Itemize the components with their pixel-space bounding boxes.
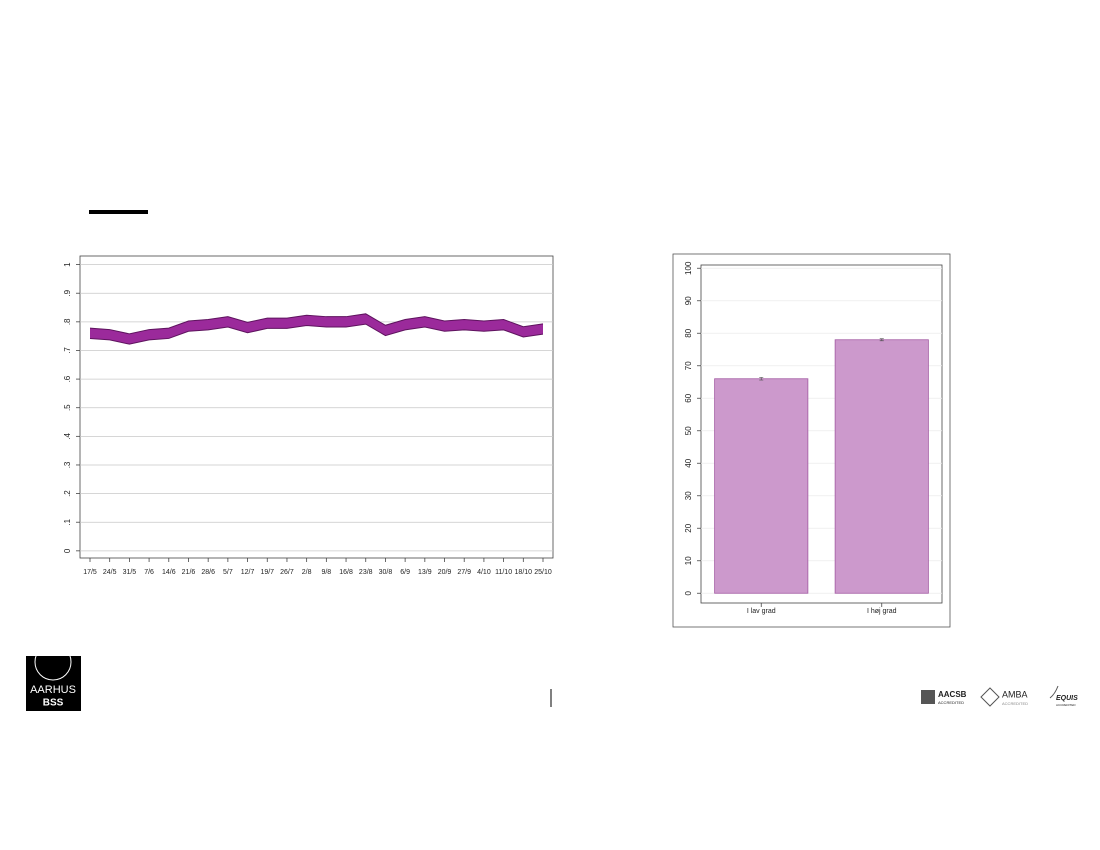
y-tick-label: 100 [684, 261, 693, 275]
x-tick-label: 14/6 [162, 569, 176, 576]
x-tick-label: 28/6 [201, 569, 215, 576]
title-accent [89, 210, 148, 214]
y-tick-label: 60 [684, 393, 693, 402]
accreditation-name: EQUIS [1056, 695, 1078, 702]
logo-name: AARHUS [30, 684, 76, 696]
bar [714, 378, 809, 594]
x-tick-label: 25/10 [534, 569, 552, 576]
y-tick-label: .3 [63, 461, 72, 468]
x-tick-label: I lav grad [747, 608, 776, 615]
x-tick-label: 26/7 [280, 569, 294, 576]
x-tick-label: 9/8 [321, 569, 331, 576]
y-tick-label: .9 [63, 289, 72, 296]
equis-icon [1049, 685, 1059, 699]
x-tick-label: 27/9 [457, 569, 471, 576]
confidence-band [90, 313, 543, 345]
aacsb-icon [921, 690, 935, 704]
y-tick-label: .1 [63, 518, 72, 525]
y-tick-label: 0 [63, 548, 72, 553]
x-tick-label: 12/7 [241, 569, 255, 576]
x-tick-label: 6/9 [400, 569, 410, 576]
y-tick-label: 50 [684, 426, 693, 435]
plot-frame [700, 264, 943, 604]
x-tick-label: 13/9 [418, 569, 432, 576]
x-tick-label: 18/10 [515, 569, 533, 576]
y-tick-label: 20 [684, 523, 693, 532]
accreditation-note: ACCREDITED [938, 700, 964, 705]
x-tick-label: 4/10 [477, 569, 491, 576]
x-tick-label: 23/8 [359, 569, 373, 576]
y-tick-label: 30 [684, 491, 693, 500]
x-tick-label: 21/6 [182, 569, 196, 576]
x-tick-label: 2/8 [302, 569, 312, 576]
x-tick-label: 19/7 [260, 569, 274, 576]
x-tick-label: 16/8 [339, 569, 353, 576]
y-tick-label: 80 [684, 328, 693, 337]
bar [834, 339, 929, 594]
x-tick-label: 5/7 [223, 569, 233, 576]
accreditation-note: ACCREDITED [1056, 703, 1076, 707]
logo-seal [34, 643, 72, 681]
accreditation-name: AMBA [1002, 689, 1028, 699]
y-tick-label: 0 [684, 590, 693, 595]
y-tick-label: .7 [63, 347, 72, 354]
band-lower-edge [89, 323, 544, 345]
accreditation-note: ACCREDITED [1002, 701, 1028, 706]
chart-frame [672, 253, 951, 628]
y-tick-label: 10 [684, 556, 693, 565]
y-tick-label: .5 [63, 404, 72, 411]
logo-unit: BSS [43, 698, 64, 709]
error-bar [759, 377, 764, 381]
x-tick-label: 11/10 [495, 569, 512, 576]
y-tick-label: 70 [684, 361, 693, 370]
y-tick-label: 1 [63, 262, 72, 267]
amba-icon [980, 687, 1000, 707]
y-tick-label: .2 [63, 490, 72, 497]
accreditation-name: AACSB [938, 690, 967, 699]
plot-frame [79, 255, 554, 559]
x-tick-label: 24/5 [103, 569, 117, 576]
y-tick-label: 40 [684, 458, 693, 467]
x-tick-label: 20/9 [438, 569, 452, 576]
x-tick-label: 31/5 [123, 569, 137, 576]
y-tick-label: .8 [63, 318, 72, 325]
band-upper-edge [89, 313, 544, 335]
x-tick-label: I høj grad [867, 608, 897, 615]
y-tick-label: .4 [63, 432, 72, 439]
x-tick-label: 30/8 [379, 569, 393, 576]
y-tick-label: .6 [63, 375, 72, 382]
error-bar [879, 338, 884, 342]
x-tick-label: 17/5 [83, 569, 97, 576]
x-tick-label: 7/6 [144, 569, 154, 576]
y-tick-label: 90 [684, 296, 693, 305]
